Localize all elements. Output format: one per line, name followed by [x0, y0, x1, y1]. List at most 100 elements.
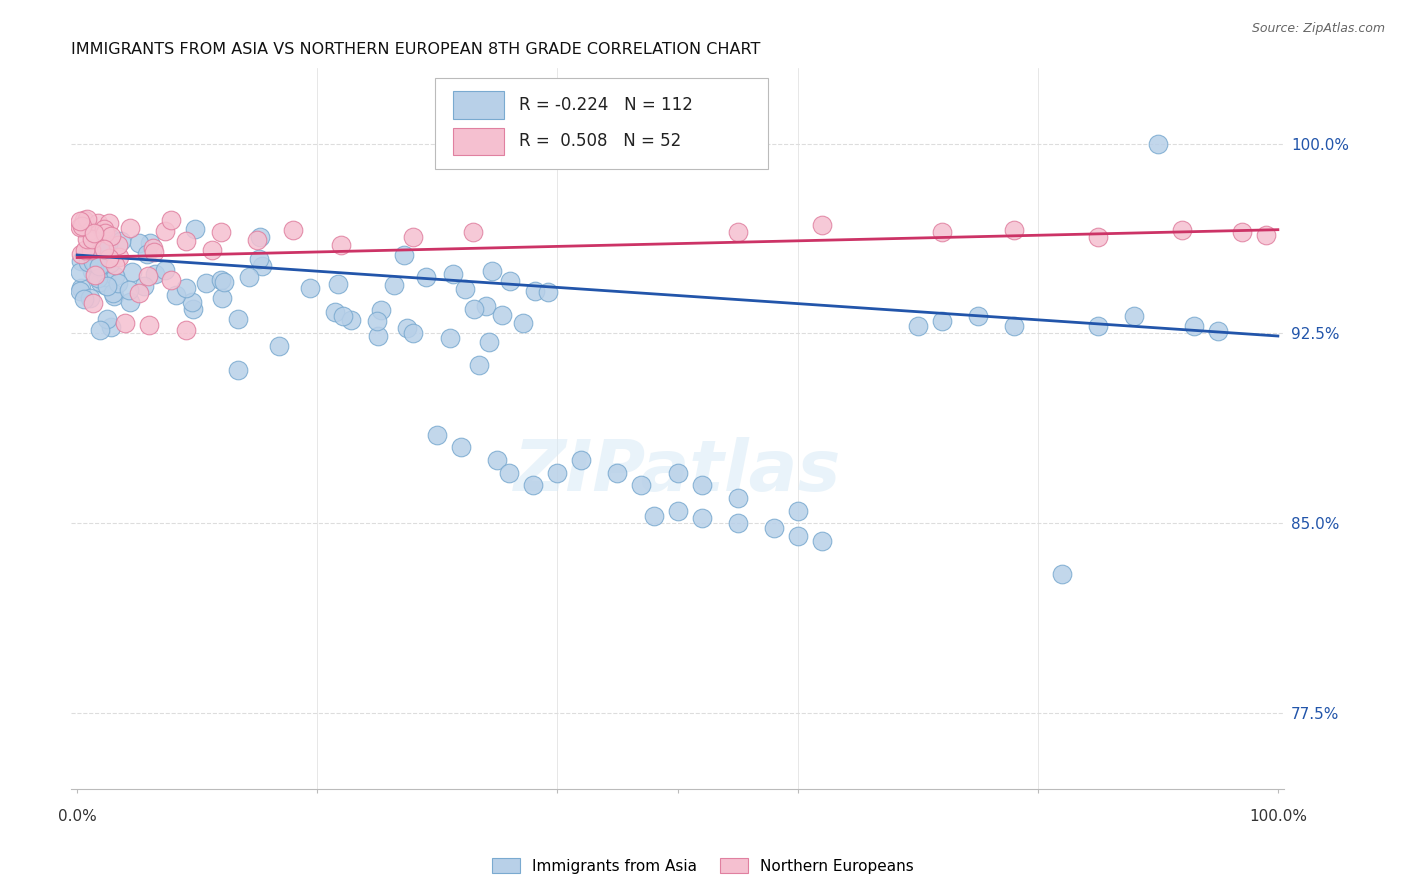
Point — [481, 264, 503, 278]
Point — [370, 303, 392, 318]
Point — [340, 313, 363, 327]
Point — [1087, 230, 1109, 244]
Point — [907, 318, 929, 333]
Point — [136, 269, 159, 284]
Point — [174, 323, 197, 337]
Point — [159, 272, 181, 286]
Point — [84, 256, 107, 270]
Point — [326, 277, 349, 292]
Point — [630, 478, 652, 492]
Point — [181, 301, 204, 316]
Point — [212, 275, 235, 289]
Point — [524, 284, 547, 298]
Point — [367, 329, 389, 343]
Point — [84, 268, 107, 282]
Point — [79, 291, 101, 305]
Point — [690, 511, 713, 525]
Point — [1050, 566, 1073, 581]
Point — [108, 251, 131, 265]
Point — [1182, 318, 1205, 333]
Point — [159, 213, 181, 227]
Point — [80, 243, 103, 257]
Point — [183, 222, 205, 236]
Point — [132, 278, 155, 293]
Point — [299, 281, 322, 295]
Point — [69, 220, 91, 235]
Point — [486, 453, 509, 467]
Point — [80, 223, 103, 237]
Point — [77, 254, 100, 268]
Point — [101, 285, 124, 300]
Point — [512, 316, 534, 330]
Point — [727, 516, 749, 531]
Point — [77, 244, 100, 258]
Point — [69, 254, 91, 268]
Point — [174, 234, 197, 248]
Point — [267, 339, 290, 353]
Point — [121, 265, 143, 279]
Point — [441, 267, 464, 281]
Point — [226, 362, 249, 376]
Point — [537, 285, 560, 300]
Point — [382, 277, 405, 292]
Point — [117, 283, 139, 297]
Point — [94, 270, 117, 285]
Point — [141, 241, 163, 255]
Text: Source: ZipAtlas.com: Source: ZipAtlas.com — [1251, 22, 1385, 36]
Point — [478, 335, 501, 350]
Point — [96, 312, 118, 326]
Point — [118, 221, 141, 235]
Legend: Immigrants from Asia, Northern Europeans: Immigrants from Asia, Northern Europeans — [486, 852, 920, 880]
Point — [402, 326, 425, 341]
Point — [82, 255, 104, 269]
Point — [128, 236, 150, 251]
Text: 0.0%: 0.0% — [58, 809, 97, 824]
Point — [128, 285, 150, 300]
Point — [89, 259, 111, 273]
Point — [87, 270, 110, 285]
Point — [1002, 222, 1025, 236]
Point — [1171, 222, 1194, 236]
Point — [1002, 318, 1025, 333]
Point — [246, 233, 269, 247]
Point — [323, 305, 346, 319]
Point — [103, 259, 125, 273]
Point — [114, 316, 136, 330]
Point — [810, 218, 832, 232]
Point — [474, 300, 496, 314]
Point — [491, 308, 513, 322]
Point — [450, 441, 472, 455]
Point — [69, 246, 91, 260]
Point — [103, 289, 125, 303]
Point — [98, 255, 121, 269]
Point — [87, 216, 110, 230]
Point — [97, 216, 120, 230]
Point — [395, 320, 418, 334]
Point — [94, 239, 117, 253]
Point — [690, 478, 713, 492]
Point — [1230, 225, 1253, 239]
Point — [98, 251, 121, 265]
Point — [100, 228, 122, 243]
Point — [73, 292, 96, 306]
Point — [666, 466, 689, 480]
Point — [786, 529, 808, 543]
Point — [1146, 136, 1168, 151]
Point — [571, 453, 593, 467]
Point — [94, 278, 117, 293]
Point — [426, 427, 449, 442]
Point — [87, 261, 110, 276]
Point — [238, 269, 260, 284]
Point — [463, 302, 485, 317]
Point — [104, 269, 127, 284]
Point — [366, 314, 388, 328]
Point — [250, 259, 273, 273]
Point — [468, 358, 491, 372]
Point — [332, 309, 354, 323]
Point — [107, 276, 129, 290]
Point — [96, 279, 118, 293]
FancyBboxPatch shape — [434, 78, 769, 169]
Point — [283, 222, 305, 236]
Point — [69, 284, 91, 298]
Point — [143, 244, 166, 259]
